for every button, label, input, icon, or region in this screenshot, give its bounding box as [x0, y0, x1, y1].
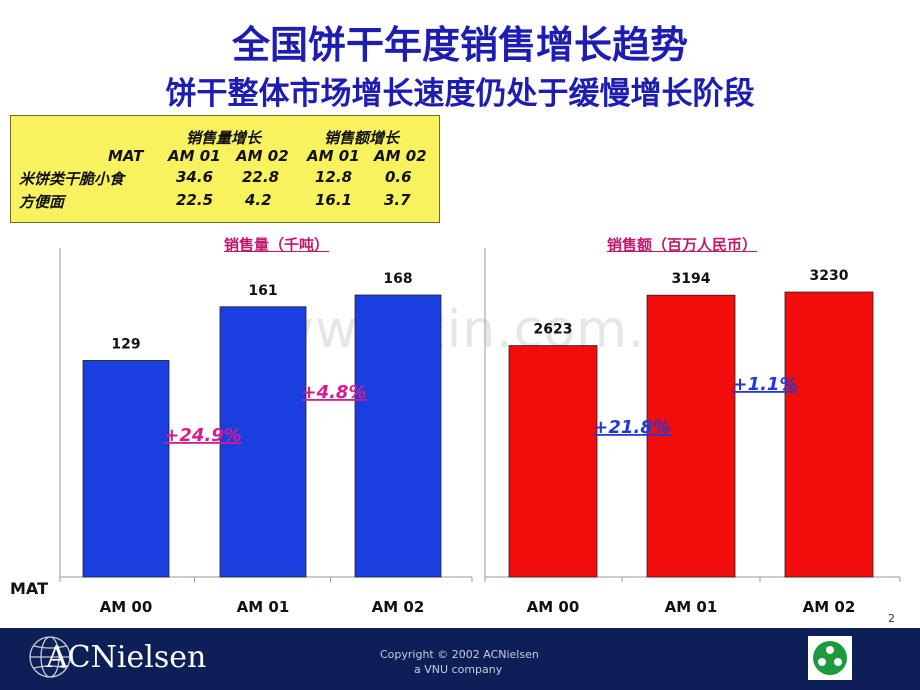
- group-header-volume: 销售量增长: [186, 129, 262, 147]
- category-label: AM 01: [665, 598, 718, 616]
- bar-value-label: 129: [111, 336, 140, 352]
- cell: 12.8: [315, 168, 353, 186]
- badge-icon: [813, 641, 847, 675]
- page-title: 全国饼干年度销售增长趋势: [231, 23, 688, 67]
- group-header-value: 销售额增长: [324, 129, 400, 147]
- copyright-text: Copyright © 2002 ACNielsen: [380, 648, 539, 661]
- cell: 3.7: [384, 191, 411, 209]
- cell: 16.1: [315, 191, 353, 209]
- cell: 22.5: [176, 191, 214, 209]
- bar-value-label: 2623: [534, 322, 573, 338]
- growth-label: +24.9%: [164, 425, 242, 446]
- bar: [784, 291, 874, 578]
- cell: 34.6: [176, 168, 214, 186]
- charts-svg: 129 AM 00 161 AM 01 168 AM 02 +24.9% +4.8% 2623 A…: [10, 248, 901, 616]
- company-text: a VNU company: [414, 663, 503, 676]
- bar: [508, 345, 598, 578]
- growth-label: +1.1%: [732, 374, 797, 395]
- bar: [354, 294, 442, 578]
- page-number: 2: [888, 612, 895, 625]
- category-label: AM 02: [803, 598, 856, 616]
- bar: [82, 360, 170, 578]
- col-header-4: AM 02: [374, 147, 427, 165]
- col-header-1: AM 01: [168, 147, 221, 165]
- bar-value-label: 168: [383, 271, 412, 287]
- cell: 0.6: [385, 168, 412, 186]
- company-badge: [808, 636, 852, 680]
- x-axis-title: MAT: [10, 579, 48, 598]
- category-label: AM 02: [372, 598, 425, 616]
- footer: [0, 628, 920, 690]
- category-label: AM 00: [527, 598, 580, 616]
- row-label: 方便面: [19, 193, 65, 211]
- category-label: AM 00: [100, 598, 153, 616]
- summary-table: 销售量增长 销售额增长 MAT AM 01 AM 02 AM 01 AM 02 …: [10, 115, 440, 223]
- acnielsen-logo-text: ACNielsen: [46, 640, 207, 675]
- bar-value-label: 161: [248, 283, 277, 299]
- bar: [219, 306, 307, 578]
- cell: 22.8: [242, 168, 280, 186]
- growth-label: +4.8%: [301, 382, 366, 403]
- watermark: www.zixin.com.cn: [228, 300, 709, 360]
- category-label: AM 01: [237, 598, 290, 616]
- chart-title-value: 销售额（百万人民币）: [607, 236, 758, 254]
- col-header-2: AM 02: [236, 147, 289, 165]
- bar-value-label: 3194: [672, 271, 711, 287]
- bar-value-label: 3230: [810, 268, 849, 284]
- col-header-mat: MAT: [108, 147, 144, 165]
- row-label: 米饼类干脆小食: [19, 170, 125, 188]
- bar: [646, 294, 736, 578]
- page-subtitle: 饼干整体市场增长速度仍处于缓慢增长阶段: [165, 76, 755, 112]
- chart-title-volume: 销售量（千吨）: [224, 236, 330, 254]
- growth-label: +21.8%: [593, 417, 671, 438]
- col-header-3: AM 01: [307, 147, 360, 165]
- cell: 4.2: [245, 191, 272, 209]
